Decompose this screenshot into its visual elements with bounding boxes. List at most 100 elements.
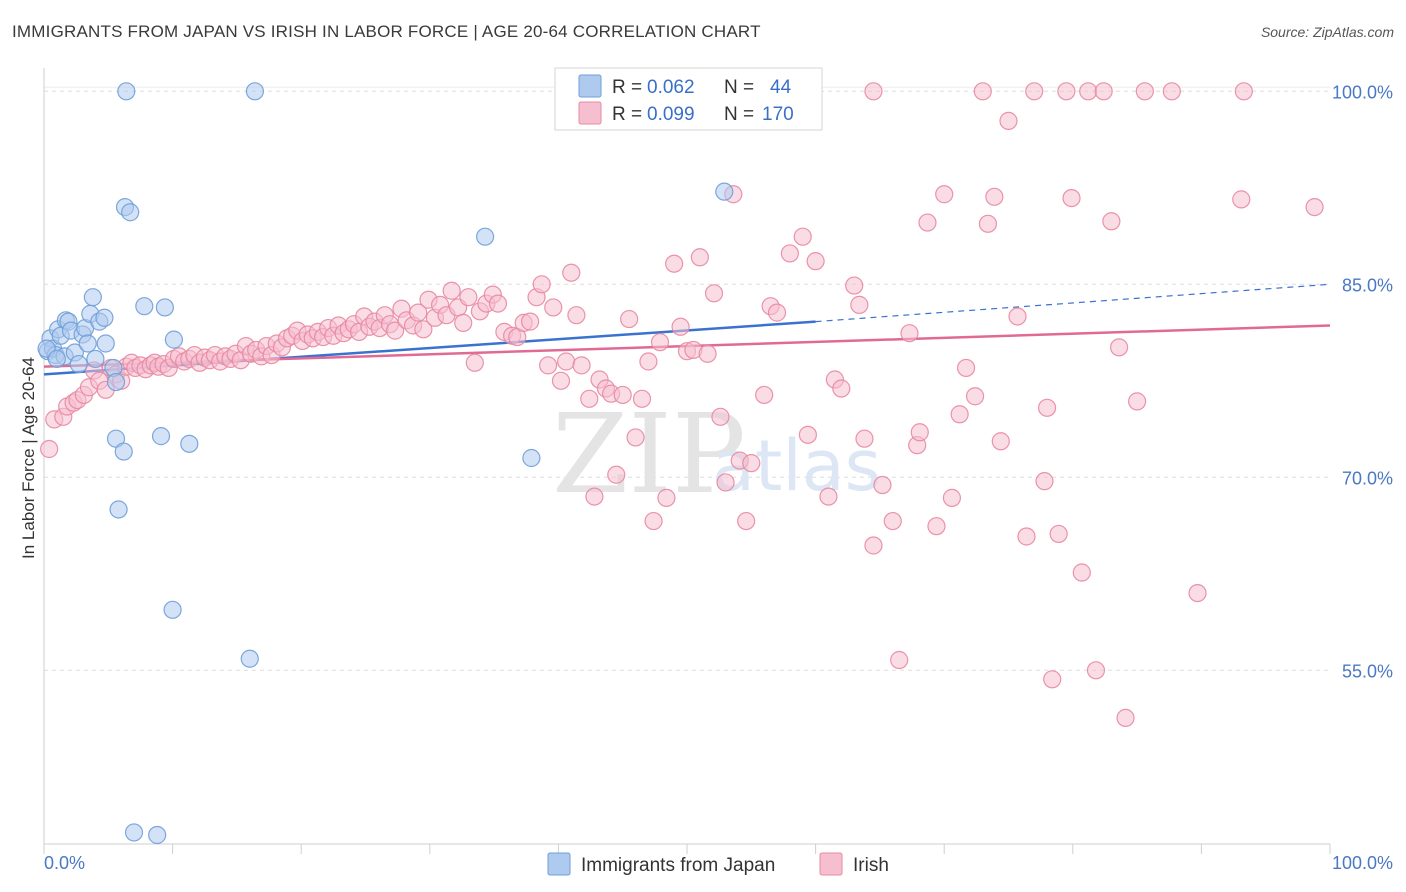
legend-r-value-irish: 0.099 [647, 104, 695, 125]
point-japan-16 [83, 288, 102, 307]
point-japan-31 [148, 825, 167, 845]
point-irish-126 [742, 454, 761, 473]
point-irish-158 [999, 111, 1018, 130]
point-irish-176 [1162, 82, 1181, 101]
point-irish-164 [1049, 524, 1068, 544]
legend-r-label-japan: R = [612, 77, 642, 98]
point-japan-37 [240, 649, 259, 668]
point-irish-130 [780, 244, 799, 263]
point-irish-159 [1008, 307, 1027, 326]
point-irish-131 [793, 227, 812, 246]
point-irish-155 [978, 214, 998, 233]
point-irish-137 [845, 276, 864, 295]
point-japan-40 [522, 448, 541, 468]
point-irish-181 [864, 82, 883, 101]
point-irish-141 [873, 475, 892, 495]
point-irish-140 [864, 536, 883, 555]
point-irish-144 [900, 324, 919, 343]
y-tick-label-1: 70.0% [1342, 468, 1393, 488]
point-irish-97 [562, 263, 581, 282]
legend-swatch-irish [578, 101, 602, 125]
point-irish-149 [935, 185, 954, 204]
bottom-legend: Immigrants from Japan Irish [547, 852, 889, 876]
point-irish-92 [532, 275, 551, 294]
point-irish-179 [1305, 198, 1324, 217]
point-irish-139 [855, 429, 874, 448]
point-irish-95 [551, 371, 571, 390]
point-irish-79 [454, 313, 473, 332]
y-tick-label-0: 55.0% [1342, 661, 1393, 681]
point-irish-163 [1043, 670, 1062, 689]
point-irish-77 [442, 281, 461, 300]
legend-r-value-japan: 0.062 [647, 77, 695, 98]
point-japan-38 [245, 82, 265, 101]
point-irish-96 [557, 352, 576, 371]
point-irish-67 [385, 321, 405, 340]
point-irish-152 [956, 358, 976, 378]
point-irish-105 [607, 465, 626, 484]
legend-n-label-irish: N = [724, 104, 754, 125]
point-japan-25 [114, 442, 133, 461]
point-irish-178 [1232, 190, 1251, 209]
y-tick-label-2: 85.0% [1342, 275, 1393, 295]
point-irish-153 [965, 387, 985, 406]
legend-box: R = 0.062 N = 44 R = 0.099 N = 170 [554, 67, 823, 131]
point-irish-166 [1062, 188, 1081, 208]
point-irish-162 [1035, 472, 1054, 491]
point-japan-32 [151, 427, 171, 446]
point-irish-180 [1234, 82, 1253, 101]
x-tick-label-min: 0.0% [44, 853, 85, 873]
point-japan-43 [47, 349, 66, 369]
legend-n-value-irish: 170 [762, 104, 794, 125]
point-irish-174 [1127, 392, 1147, 411]
point-japan-41 [715, 182, 734, 201]
point-irish-94 [544, 298, 563, 317]
x-tick-label-max: 100.0% [1332, 853, 1393, 873]
point-japan-39 [475, 227, 495, 246]
point-irish-114 [665, 254, 684, 273]
point-irish-129 [767, 303, 787, 322]
point-japan-20 [96, 334, 115, 353]
chart-source: Source: ZipAtlas.com [1260, 24, 1394, 40]
point-irish-85 [488, 294, 508, 313]
point-irish-93 [539, 356, 558, 375]
point-irish-177 [1188, 583, 1207, 603]
data-points [37, 82, 1324, 845]
bottom-legend-swatch-japan [547, 852, 571, 876]
point-irish-142 [883, 511, 902, 531]
point-irish-156 [985, 187, 1004, 206]
y-axis-label: In Labor Force | Age 20-64 [19, 357, 38, 559]
point-irish-81 [465, 353, 484, 372]
point-japan-17 [86, 349, 105, 369]
point-irish-172 [1109, 338, 1129, 357]
legend-swatch-japan [578, 74, 602, 98]
point-irish-112 [650, 333, 670, 352]
point-irish-107 [620, 309, 639, 329]
point-irish-127 [755, 385, 774, 405]
point-irish-72 [414, 320, 433, 339]
point-irish-138 [850, 295, 869, 314]
chart-title: IMMIGRANTS FROM JAPAN VS IRISH IN LABOR … [12, 22, 761, 41]
point-irish-132 [798, 425, 817, 444]
point-irish-101 [585, 487, 604, 506]
point-japan-34 [163, 600, 182, 619]
point-japan-22 [106, 372, 126, 392]
point-japan-19 [95, 308, 114, 327]
point-irish-113 [657, 488, 676, 507]
point-irish-154 [973, 82, 992, 101]
point-irish-122 [716, 473, 735, 492]
y-tick-labels: 55.0% 70.0% 85.0% 100.0% [1332, 82, 1393, 681]
point-irish-175 [1135, 82, 1154, 101]
legend-n-label-japan: N = [724, 77, 754, 98]
point-japan-14 [78, 334, 97, 353]
point-irish-171 [1102, 212, 1121, 231]
point-irish-100 [580, 389, 599, 408]
point-irish-165 [1057, 82, 1076, 101]
bottom-legend-label-irish: Irish [853, 855, 889, 876]
point-irish-118 [690, 248, 709, 267]
point-irish-80 [459, 288, 478, 307]
point-irish-151 [950, 405, 969, 424]
point-irish-0 [40, 439, 59, 459]
point-irish-99 [572, 356, 591, 375]
